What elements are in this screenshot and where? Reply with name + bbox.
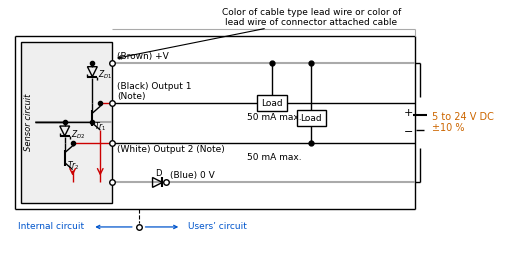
Text: D: D	[155, 169, 162, 178]
Text: (Blue) 0 V: (Blue) 0 V	[170, 171, 215, 180]
Text: (White) Output 2 (Note): (White) Output 2 (Note)	[117, 145, 225, 154]
Text: Sensor circuit: Sensor circuit	[24, 93, 33, 151]
FancyBboxPatch shape	[21, 42, 112, 203]
FancyBboxPatch shape	[296, 110, 326, 126]
Text: (Brown) +V: (Brown) +V	[117, 52, 169, 61]
Text: Color of cable type lead wire or color of
lead wire of connector attached cable: Color of cable type lead wire or color o…	[222, 8, 401, 27]
Text: +: +	[404, 108, 413, 118]
Text: $Tr_1$: $Tr_1$	[94, 120, 107, 133]
Text: −: −	[404, 127, 413, 138]
Text: 5 to 24 V DC
±10 %: 5 to 24 V DC ±10 %	[432, 112, 493, 133]
Text: Internal circuit: Internal circuit	[18, 223, 84, 231]
Text: 50 mA max.: 50 mA max.	[248, 113, 302, 122]
Text: Load: Load	[261, 99, 283, 108]
Text: 50 mA max.: 50 mA max.	[248, 153, 302, 162]
Text: $Tr_2$: $Tr_2$	[67, 160, 80, 172]
Text: $Z_{D1}$: $Z_{D1}$	[98, 69, 113, 81]
Text: Users’ circuit: Users’ circuit	[188, 223, 247, 231]
FancyBboxPatch shape	[257, 95, 287, 111]
Text: $Z_{D2}$: $Z_{D2}$	[71, 128, 85, 140]
Text: (Black) Output 1
(Note): (Black) Output 1 (Note)	[117, 82, 191, 101]
Text: Load: Load	[301, 114, 322, 123]
